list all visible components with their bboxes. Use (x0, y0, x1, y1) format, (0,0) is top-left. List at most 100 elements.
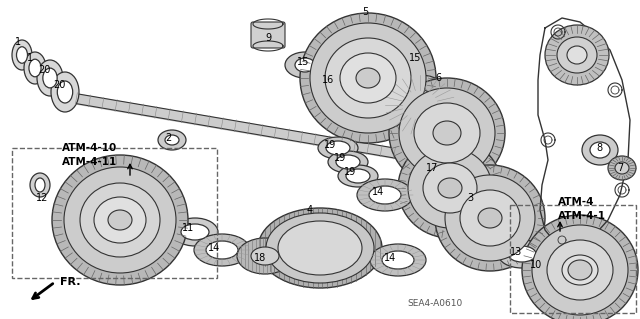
Ellipse shape (445, 175, 535, 261)
Ellipse shape (398, 138, 502, 238)
Ellipse shape (557, 37, 597, 73)
Ellipse shape (382, 251, 414, 269)
Ellipse shape (532, 225, 628, 315)
Ellipse shape (433, 121, 461, 145)
Ellipse shape (278, 221, 362, 275)
Ellipse shape (385, 75, 455, 135)
Ellipse shape (52, 155, 188, 285)
Text: 14: 14 (208, 243, 220, 253)
Bar (510, 205, 636, 313)
Ellipse shape (37, 60, 63, 96)
Ellipse shape (357, 179, 413, 211)
Text: 18: 18 (254, 253, 266, 263)
Ellipse shape (336, 155, 360, 169)
Text: 13: 13 (510, 247, 522, 257)
Ellipse shape (51, 72, 79, 112)
Text: 14: 14 (372, 187, 384, 197)
Ellipse shape (165, 135, 179, 145)
Ellipse shape (346, 169, 370, 183)
Ellipse shape (608, 156, 636, 180)
Text: 19: 19 (334, 153, 346, 163)
Ellipse shape (522, 215, 638, 319)
Text: 11: 11 (182, 223, 194, 233)
Text: 20: 20 (38, 65, 50, 75)
Text: 1: 1 (15, 37, 21, 47)
Ellipse shape (64, 167, 176, 273)
Ellipse shape (389, 78, 505, 188)
Ellipse shape (35, 178, 45, 192)
Text: 1: 1 (27, 53, 33, 63)
Text: SEA4-A0610: SEA4-A0610 (408, 299, 463, 308)
Text: 19: 19 (344, 167, 356, 177)
Ellipse shape (80, 183, 160, 257)
Text: 14: 14 (384, 253, 396, 263)
Text: 8: 8 (596, 143, 602, 153)
Ellipse shape (498, 240, 546, 268)
Text: 10: 10 (530, 260, 542, 270)
Ellipse shape (58, 81, 73, 103)
Ellipse shape (508, 246, 536, 262)
Bar (12, 148, 217, 278)
Ellipse shape (438, 178, 462, 198)
Text: 15: 15 (409, 53, 421, 63)
Ellipse shape (310, 23, 426, 133)
Text: ATM-4-10: ATM-4-10 (62, 143, 117, 153)
Ellipse shape (17, 47, 28, 63)
Text: FR.: FR. (60, 277, 81, 287)
Ellipse shape (206, 241, 238, 259)
Ellipse shape (356, 68, 380, 88)
Text: 20: 20 (53, 80, 65, 90)
Ellipse shape (338, 165, 378, 187)
Ellipse shape (562, 255, 598, 285)
Text: ATM-4-1: ATM-4-1 (558, 211, 606, 221)
Ellipse shape (325, 74, 345, 86)
Ellipse shape (460, 190, 520, 246)
Ellipse shape (414, 103, 480, 163)
Ellipse shape (43, 68, 57, 88)
Ellipse shape (326, 141, 350, 155)
Ellipse shape (328, 151, 368, 173)
Ellipse shape (24, 52, 46, 84)
Text: 6: 6 (435, 73, 441, 83)
Ellipse shape (567, 46, 587, 64)
Ellipse shape (325, 38, 411, 118)
Ellipse shape (370, 244, 426, 276)
Ellipse shape (194, 234, 250, 266)
Text: ATM-4: ATM-4 (558, 197, 595, 207)
Ellipse shape (615, 162, 629, 174)
Ellipse shape (108, 210, 132, 230)
Text: 17: 17 (426, 163, 438, 173)
Ellipse shape (435, 165, 545, 271)
Ellipse shape (369, 186, 401, 204)
Ellipse shape (300, 13, 436, 143)
Ellipse shape (30, 173, 50, 197)
Ellipse shape (340, 53, 396, 103)
Text: 12: 12 (36, 193, 48, 203)
Ellipse shape (545, 25, 609, 85)
Ellipse shape (251, 247, 279, 265)
Ellipse shape (158, 130, 186, 150)
Ellipse shape (582, 135, 618, 165)
Ellipse shape (590, 142, 610, 158)
Ellipse shape (478, 208, 502, 228)
Ellipse shape (181, 224, 209, 240)
Text: ATM-4-11: ATM-4-11 (62, 157, 117, 167)
Text: 7: 7 (617, 163, 623, 173)
Ellipse shape (313, 66, 357, 94)
Ellipse shape (318, 137, 358, 159)
Ellipse shape (266, 213, 374, 283)
Text: 19: 19 (324, 140, 336, 150)
Text: 2: 2 (165, 133, 171, 143)
Text: 16: 16 (322, 75, 334, 85)
Ellipse shape (547, 240, 613, 300)
Text: 3: 3 (467, 193, 473, 203)
Text: 15: 15 (297, 57, 309, 67)
Ellipse shape (408, 148, 492, 228)
Text: 4: 4 (307, 205, 313, 215)
Ellipse shape (402, 90, 438, 120)
Ellipse shape (285, 52, 325, 78)
Ellipse shape (172, 218, 218, 246)
Ellipse shape (399, 88, 495, 178)
Ellipse shape (29, 59, 41, 77)
Ellipse shape (237, 238, 293, 274)
